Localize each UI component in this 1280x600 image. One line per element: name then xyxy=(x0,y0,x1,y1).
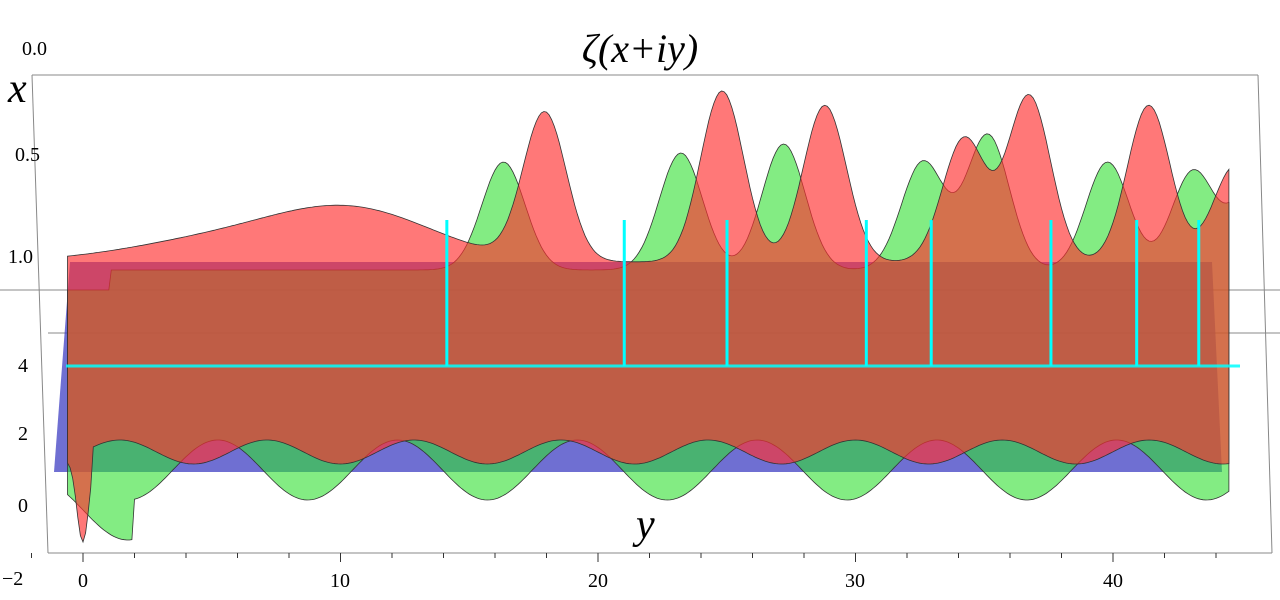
y-axis-label: y xyxy=(632,502,655,548)
surfaces-group xyxy=(67,90,1230,544)
z-tick-label: 2 xyxy=(18,423,28,445)
y-tick-label: 40 xyxy=(1103,570,1123,592)
zero-markers-group xyxy=(66,220,1240,368)
y-tick-label: 10 xyxy=(330,570,350,592)
real-part-surface xyxy=(67,90,1230,544)
chart-title: ζ(x+iy) xyxy=(582,26,698,71)
x-tick-label: 1.0 xyxy=(8,246,33,268)
z-tick-label: −2 xyxy=(2,568,23,590)
y-tick-label: 20 xyxy=(588,570,608,592)
y-tick-label: 30 xyxy=(845,570,865,592)
x-tick-label: 0.0 xyxy=(22,38,47,60)
z-tick-label: 4 xyxy=(18,355,28,377)
z-tick-label: 0 xyxy=(18,495,28,517)
y-tick-label: 0 xyxy=(78,570,88,592)
x-axis-label: x xyxy=(7,66,27,112)
y-axis-ticks xyxy=(31,553,1217,562)
x-tick-label: 0.5 xyxy=(15,144,40,166)
